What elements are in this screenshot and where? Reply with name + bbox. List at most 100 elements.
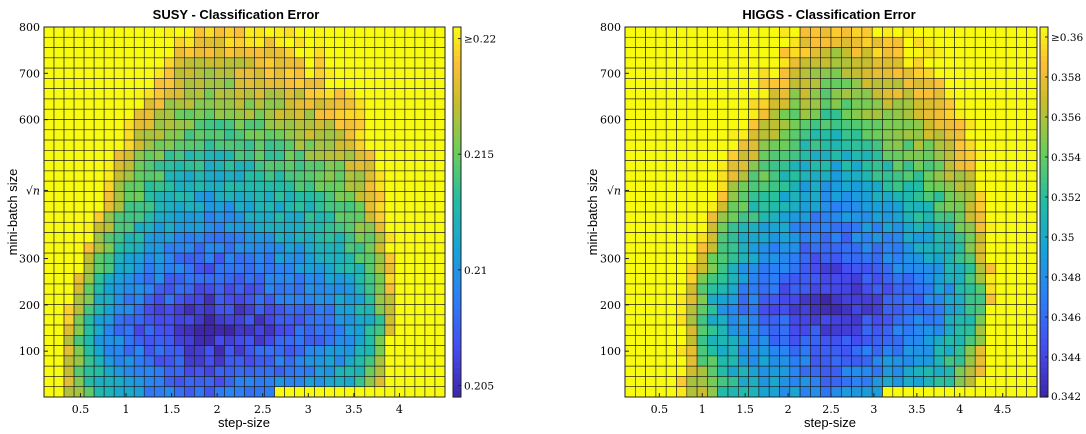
heatmap-cell	[103, 376, 115, 388]
heatmap-cell	[43, 273, 55, 285]
heatmap-cell	[789, 78, 801, 89]
heatmap-cell	[204, 252, 215, 264]
heatmap-cell	[758, 26, 770, 38]
heatmap-cell	[63, 36, 75, 48]
heatmap-cell	[264, 78, 275, 89]
heatmap-cell	[123, 57, 135, 69]
heatmap-cell	[686, 170, 698, 182]
heatmap-cell	[414, 191, 426, 203]
heatmap-cell	[727, 160, 739, 172]
heatmap-cell	[779, 273, 791, 285]
heatmap-cell	[164, 191, 175, 203]
heatmap-cell	[840, 180, 852, 192]
heatmap-cell	[810, 252, 822, 264]
heatmap-cell	[634, 98, 646, 110]
heatmap-cell	[717, 386, 729, 398]
heatmap-cell	[871, 160, 883, 172]
heatmap-cell	[143, 324, 155, 336]
heatmap-cell	[404, 129, 416, 141]
heatmap-cell	[344, 47, 356, 59]
heatmap-cell	[923, 88, 935, 100]
heatmap-cell	[861, 324, 873, 336]
heatmap-cell	[707, 211, 719, 223]
heatmap-cell	[194, 386, 205, 398]
heatmap-cell	[665, 160, 677, 172]
heatmap-cell	[73, 283, 85, 295]
heatmap-cell	[913, 221, 925, 233]
heatmap-cell	[634, 365, 646, 377]
heatmap-cell	[707, 129, 719, 141]
heatmap-cell	[995, 211, 1007, 223]
heatmap-cell	[717, 365, 729, 377]
heatmap-cell	[871, 252, 883, 264]
heatmap-cell	[414, 36, 426, 48]
heatmap-cell	[727, 324, 739, 336]
heatmap-cell	[274, 314, 285, 326]
heatmap-cell	[871, 345, 883, 357]
heatmap-cell	[892, 376, 904, 388]
heatmap-cell	[394, 324, 406, 336]
heatmap-cell	[799, 57, 811, 69]
heatmap-cell	[244, 180, 255, 192]
heatmap-cell	[851, 283, 863, 295]
heatmap-cell	[779, 263, 791, 274]
heatmap-cell	[954, 221, 966, 233]
heatmap-cell	[964, 180, 976, 192]
colorbar-segment	[453, 298, 461, 306]
heatmap-cell	[164, 57, 175, 69]
heatmap-cell	[737, 201, 749, 213]
heatmap-cell	[964, 129, 976, 141]
heatmap-cell	[727, 36, 739, 48]
heatmap-cell	[810, 47, 822, 59]
heatmap-cell	[696, 47, 708, 59]
heatmap-cell	[404, 232, 416, 244]
heatmap-cell	[103, 180, 115, 192]
heatmap-cell	[707, 67, 719, 79]
heatmap-cell	[53, 108, 65, 120]
heatmap-cell	[113, 78, 125, 89]
heatmap-cell	[424, 119, 436, 131]
heatmap-cell	[214, 191, 225, 203]
heatmap-cell	[394, 314, 406, 326]
heatmap-cell	[748, 180, 760, 192]
heatmap-cell	[696, 355, 708, 367]
heatmap-cell	[424, 26, 436, 38]
heatmap-cell	[133, 150, 145, 161]
heatmap-cell	[324, 221, 336, 233]
heatmap-cell	[840, 376, 852, 388]
heatmap-cell	[1026, 191, 1038, 203]
heatmap-cell	[63, 355, 75, 367]
heatmap-cell	[254, 47, 265, 59]
heatmap-cell	[892, 232, 904, 244]
colorbar-segment	[453, 32, 461, 40]
heatmap-cell	[234, 191, 245, 203]
heatmap-cell	[374, 211, 386, 223]
heatmap-cell	[324, 139, 336, 151]
heatmap-cell	[334, 386, 346, 398]
heatmap-cell	[103, 242, 115, 254]
colorbar-segment	[453, 119, 461, 126]
heatmap-cell	[882, 355, 894, 367]
heatmap-cell	[354, 293, 366, 305]
heatmap-cell	[334, 283, 346, 295]
heatmap-cell	[696, 26, 708, 38]
heatmap-cell	[374, 335, 386, 346]
heatmap-cell	[184, 47, 195, 59]
heatmap-cell	[748, 376, 760, 388]
heatmap-cell	[995, 150, 1007, 161]
heatmap-cell	[840, 242, 852, 254]
heatmap-cell	[768, 57, 780, 69]
heatmap-cell	[53, 293, 65, 305]
heatmap-cell	[913, 324, 925, 336]
heatmap-cell	[254, 335, 265, 346]
heatmap-cell	[871, 283, 883, 295]
heatmap-cell	[923, 283, 935, 295]
heatmap-cell	[810, 211, 822, 223]
heatmap-cell	[113, 170, 125, 182]
heatmap-cell	[83, 273, 95, 285]
heatmap-cell	[294, 211, 305, 223]
heatmap-cell	[284, 263, 295, 274]
heatmap-cell	[274, 98, 285, 110]
heatmap-cell	[768, 67, 780, 79]
heatmap-cell	[194, 314, 205, 326]
